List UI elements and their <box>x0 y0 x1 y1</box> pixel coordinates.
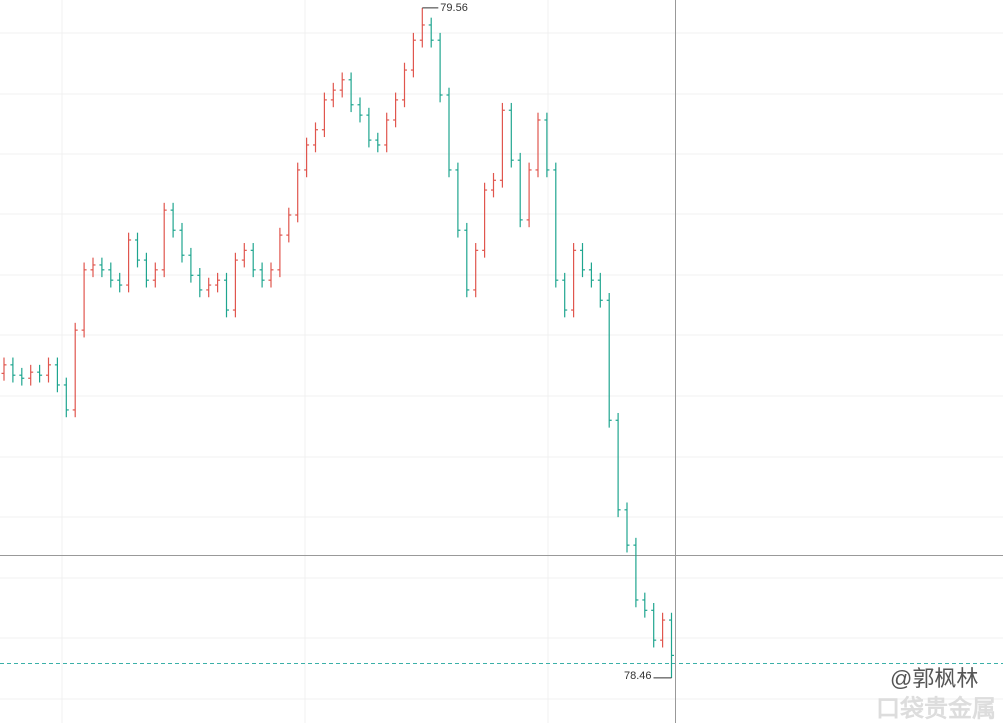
ohlc-bar <box>384 112 390 153</box>
ohlc-bar <box>508 102 514 168</box>
ohlc-bar <box>526 162 532 228</box>
annotations: 79.56 78.46 <box>422 2 672 682</box>
ohlc-bar <box>366 107 372 148</box>
ohlc-bar <box>419 7 425 48</box>
ohlc-bar <box>580 243 585 278</box>
ohlc-bar <box>544 112 550 178</box>
ohlc-bar <box>250 243 256 278</box>
ohlc-bar <box>553 162 559 288</box>
ohlc-bar <box>464 222 470 298</box>
ohlc-bar <box>669 612 674 678</box>
ohlc-bar <box>455 162 461 238</box>
ohlc-bar <box>588 262 594 288</box>
ohlc-bar <box>117 272 123 293</box>
ohlc-bar <box>330 82 336 108</box>
ohlc-bar <box>393 92 399 128</box>
ohlc-bar <box>28 364 34 386</box>
ohlc-bar <box>651 603 657 648</box>
ohlc-bar <box>224 272 229 318</box>
ohlc-bar <box>562 272 568 318</box>
ohlc-bar <box>277 227 283 278</box>
ohlc-bar <box>660 612 666 648</box>
ohlc-bar <box>37 364 43 383</box>
ohlc-bar <box>597 272 603 308</box>
ohlc-bar <box>46 357 51 383</box>
ohlc-bar <box>304 137 310 178</box>
ohlc-bar <box>624 502 630 553</box>
ohlc-bar <box>161 202 167 278</box>
watermark: @郭枫林 <box>890 666 978 691</box>
ohlc-bar <box>375 132 381 153</box>
ohlc-bar <box>179 222 185 263</box>
ohlc-bar <box>90 257 96 278</box>
ohlc-bar <box>268 262 274 288</box>
ohlc-bar <box>313 122 318 153</box>
ohlc-bar <box>108 262 114 288</box>
ohlc-bar <box>135 232 140 268</box>
ohlc-bar <box>1 357 7 381</box>
ohlc-bar <box>152 262 158 288</box>
ohlc-bar <box>99 257 105 278</box>
ohlc-bar <box>170 202 176 238</box>
ohlc-bar <box>259 262 265 288</box>
ohlc-bar <box>63 377 69 418</box>
ohlc-bar <box>54 357 60 393</box>
ohlc-bar <box>206 277 212 298</box>
ohlc-bar <box>295 162 301 223</box>
ohlc-bar <box>410 32 416 78</box>
ohlc-bar <box>286 207 292 243</box>
ohlc-bar <box>72 322 78 418</box>
ohlc-bar <box>499 102 505 188</box>
ohlc-bar <box>81 262 87 338</box>
ohlc-bar <box>642 592 648 618</box>
ohlc-bar <box>606 292 612 428</box>
ohlc-bar <box>357 97 363 123</box>
ohlc-bar <box>321 92 327 138</box>
ohlc-bar <box>143 252 149 288</box>
ohlc-bar <box>517 152 523 228</box>
ohlc-bar <box>241 243 247 268</box>
ohlc-bar <box>491 172 496 198</box>
ohlc-bar <box>535 112 541 178</box>
ohlc-bar <box>615 412 621 518</box>
ohlc-bar <box>428 17 434 48</box>
ohlc-bar <box>473 243 479 298</box>
ohlc-bar <box>188 247 194 283</box>
ohlc-bar <box>402 62 407 108</box>
ohlc-bar <box>633 537 639 608</box>
ohlc-bar <box>482 182 488 258</box>
ohlc-bar <box>215 272 221 293</box>
ohlc-bar <box>571 243 577 318</box>
ohlc-bar <box>197 268 203 298</box>
ohlc-bar <box>437 32 443 103</box>
ohlc-bar <box>126 232 132 293</box>
min-label: 78.46 <box>624 670 652 682</box>
bars <box>1 7 674 678</box>
ohlc-bar <box>348 72 354 113</box>
ohlc-bar <box>232 252 238 318</box>
ohlc-bar <box>10 357 16 383</box>
ohlc-bar <box>446 87 452 178</box>
ohlc-bar <box>19 367 25 386</box>
brand: 口袋贵金属 <box>876 694 996 722</box>
max-label: 79.56 <box>440 2 468 14</box>
ohlc-bar <box>339 72 345 98</box>
